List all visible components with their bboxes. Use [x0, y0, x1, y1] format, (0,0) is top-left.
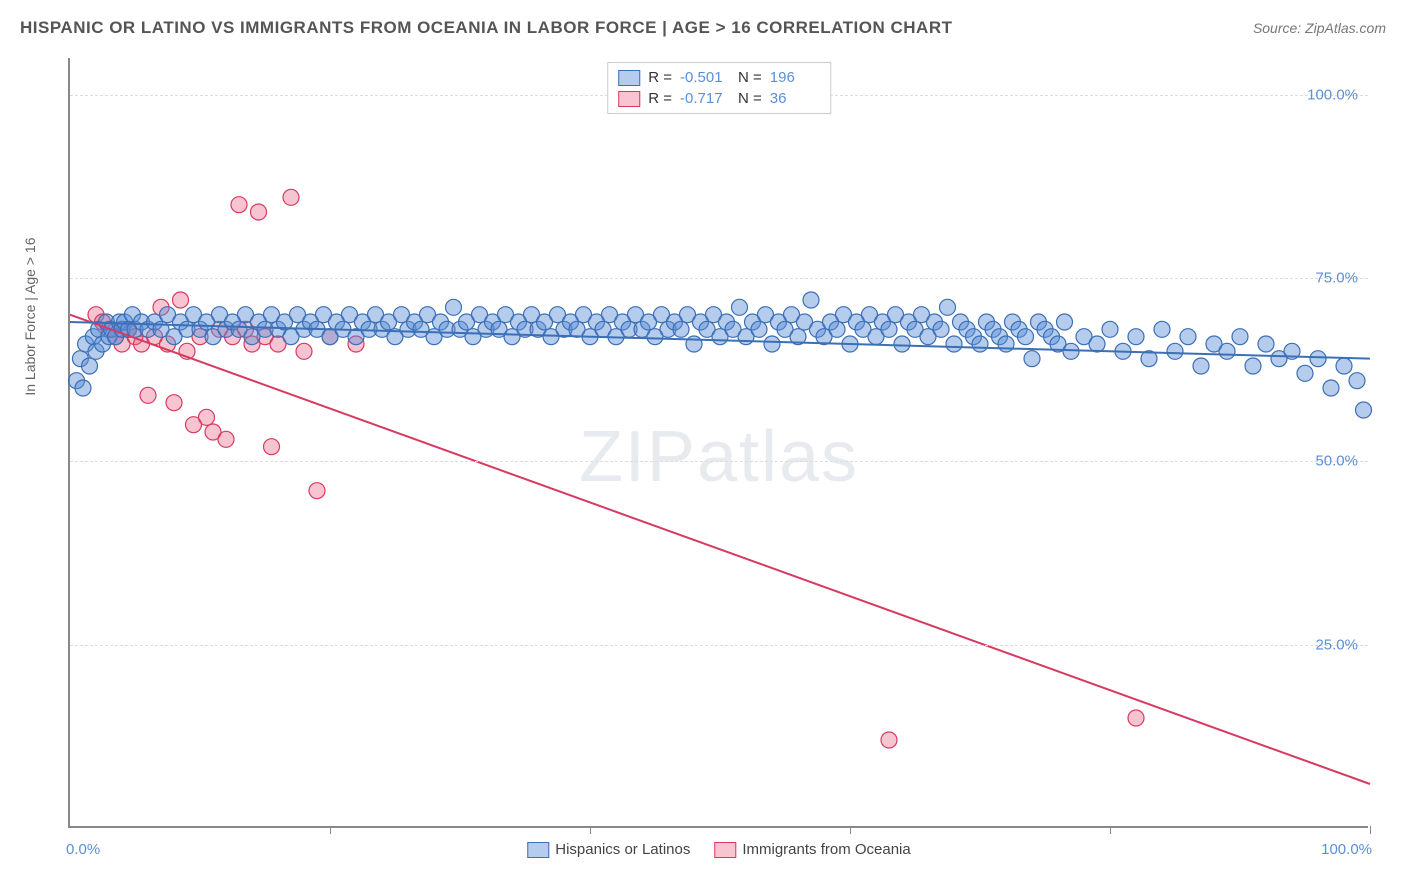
data-point [1024, 351, 1040, 367]
legend-item: Immigrants from Oceania [714, 841, 910, 858]
legend-row: R = -0.501 N = 196 [618, 67, 820, 88]
legend-item: Hispanics or Latinos [527, 841, 690, 858]
data-point [764, 336, 780, 352]
data-point [946, 336, 962, 352]
data-point [998, 336, 1014, 352]
data-point [1154, 321, 1170, 337]
data-point [218, 431, 234, 447]
data-point [1232, 329, 1248, 345]
data-point [264, 439, 280, 455]
data-point [1193, 358, 1209, 374]
legend-n-label: N = [738, 69, 762, 86]
data-point [940, 299, 956, 315]
ytick-label: 100.0% [1307, 86, 1358, 103]
data-point [881, 732, 897, 748]
data-point [199, 409, 215, 425]
data-point [751, 321, 767, 337]
data-point [894, 336, 910, 352]
gridline [70, 461, 1368, 462]
data-point [173, 292, 189, 308]
legend-r-value: -0.501 [680, 69, 730, 86]
ytick-label: 50.0% [1315, 453, 1358, 470]
ytick-label: 75.0% [1315, 270, 1358, 287]
plot-area: ZIPatlas R = -0.501 N = 196 R = -0.717 N… [68, 58, 1368, 828]
data-point [1349, 373, 1365, 389]
data-point [1180, 329, 1196, 345]
trend-line [70, 315, 1370, 784]
data-point [1128, 329, 1144, 345]
data-point [933, 321, 949, 337]
legend-n-label: N = [738, 90, 762, 107]
data-point [1323, 380, 1339, 396]
legend-bottom: Hispanics or Latinos Immigrants from Oce… [527, 841, 910, 858]
data-point [309, 483, 325, 499]
data-point [1102, 321, 1118, 337]
data-point [1336, 358, 1352, 374]
x-max-label: 100.0% [1321, 841, 1372, 858]
data-point [881, 321, 897, 337]
data-point [446, 299, 462, 315]
data-point [1297, 365, 1313, 381]
legend-n-value: 36 [770, 90, 820, 107]
legend-swatch-pink [618, 91, 640, 107]
data-point [1310, 351, 1326, 367]
data-point [231, 197, 247, 213]
data-point [1219, 343, 1235, 359]
chart-area: In Labor Force | Age > 16 ZIPatlas R = -… [48, 58, 1368, 828]
gridline [70, 278, 1368, 279]
xtick [850, 826, 851, 834]
legend-row: R = -0.717 N = 36 [618, 88, 820, 109]
plot-svg [70, 58, 1368, 826]
data-point [1258, 336, 1274, 352]
legend-label: Hispanics or Latinos [555, 841, 690, 858]
data-point [1245, 358, 1261, 374]
x-min-label: 0.0% [66, 841, 100, 858]
data-point [75, 380, 91, 396]
data-point [829, 321, 845, 337]
chart-title: HISPANIC OR LATINO VS IMMIGRANTS FROM OC… [20, 18, 952, 38]
data-point [1057, 314, 1073, 330]
legend-swatch-blue [527, 842, 549, 858]
data-point [1356, 402, 1372, 418]
data-point [1128, 710, 1144, 726]
chart-header: HISPANIC OR LATINO VS IMMIGRANTS FROM OC… [20, 18, 1386, 38]
chart-source: Source: ZipAtlas.com [1253, 20, 1386, 36]
xtick [1110, 826, 1111, 834]
y-axis-label: In Labor Force | Age > 16 [22, 238, 38, 396]
legend-r-value: -0.717 [680, 90, 730, 107]
data-point [1018, 329, 1034, 345]
legend-top: R = -0.501 N = 196 R = -0.717 N = 36 [607, 62, 831, 114]
data-point [1167, 343, 1183, 359]
legend-swatch-pink [714, 842, 736, 858]
xtick [1370, 826, 1371, 834]
data-point [283, 189, 299, 205]
data-point [972, 336, 988, 352]
ytick-label: 25.0% [1315, 636, 1358, 653]
data-point [803, 292, 819, 308]
data-point [251, 204, 267, 220]
gridline [70, 645, 1368, 646]
data-point [732, 299, 748, 315]
data-point [296, 343, 312, 359]
data-point [1089, 336, 1105, 352]
data-point [166, 395, 182, 411]
xtick [590, 826, 591, 834]
data-point [140, 387, 156, 403]
xtick [330, 826, 331, 834]
legend-r-label: R = [648, 90, 672, 107]
legend-r-label: R = [648, 69, 672, 86]
data-point [673, 321, 689, 337]
data-point [686, 336, 702, 352]
legend-n-value: 196 [770, 69, 820, 86]
legend-label: Immigrants from Oceania [742, 841, 910, 858]
legend-swatch-blue [618, 70, 640, 86]
data-point [82, 358, 98, 374]
